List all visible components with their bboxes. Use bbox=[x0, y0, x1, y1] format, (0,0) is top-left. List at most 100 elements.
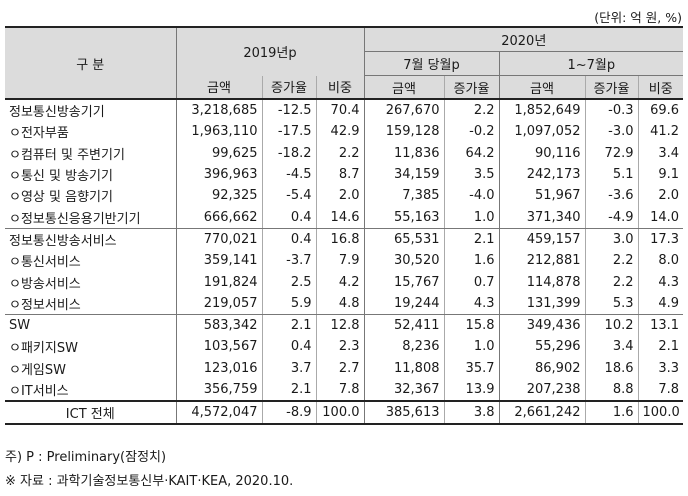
table-row: 정보통신방송서비스 770,021 0.4 16.8 65,531 2.1 459,157 3… bbox=[5, 228, 684, 251]
note-preliminary: 주) P : Preliminary(잠정치) bbox=[5, 450, 167, 465]
cell-growth-2019: -4.5 bbox=[261, 163, 316, 186]
cell-growth-cum: 3.0 bbox=[584, 228, 638, 251]
table-row: ㅇ정보통신응용기반기기 666,662 0.4 14.6 55,163 1.0 371,34… bbox=[5, 206, 684, 229]
cell-share-cum: 14.0 bbox=[637, 206, 684, 229]
cell-growth-cum: 8.8 bbox=[584, 378, 638, 402]
cell-share-2019: 2.0 bbox=[315, 185, 364, 207]
cell-amount-cum: 459,157 bbox=[498, 228, 585, 251]
unit-note: (단위: 억 원, %) bbox=[594, 10, 682, 25]
header-category: 구 분 bbox=[5, 27, 176, 100]
row-label: ㅇ패키지SW bbox=[9, 341, 78, 357]
cell-growth-cum: 72.9 bbox=[584, 142, 638, 164]
cell-growth-cum: 2.2 bbox=[584, 271, 638, 293]
cell-amount-2019: 356,759 bbox=[175, 378, 262, 402]
cell-amount-2019: 92,325 bbox=[175, 185, 262, 207]
table-row: ㅇ통신서비스 359,141 -3.7 7.9 30,520 1.6 212,881 2.2 8… bbox=[5, 250, 684, 272]
cell-amount-2019: 99,625 bbox=[175, 142, 262, 164]
cell-growth-2019: 2.1 bbox=[261, 314, 316, 337]
row-label: SW bbox=[9, 318, 31, 334]
table-row: ㅇ전자부품 1,963,110 -17.5 42.9 159,128 -0.2 1,097,… bbox=[5, 121, 684, 143]
cell-growth-cum: -4.9 bbox=[584, 206, 638, 229]
cell-growth-july: 13.9 bbox=[443, 378, 499, 402]
cell-growth-july: 3.8 bbox=[443, 400, 499, 426]
cell-growth-july: 2.1 bbox=[443, 228, 499, 251]
cell-growth-july: 0.7 bbox=[443, 271, 499, 293]
cell-growth-july: 2.2 bbox=[443, 98, 499, 122]
cell-share-2019: 2.3 bbox=[315, 336, 364, 358]
row-label: ㅇ영상 및 음향기기 bbox=[9, 190, 113, 206]
cell-amount-cum: 1,852,649 bbox=[498, 98, 585, 122]
cell-growth-july: 35.7 bbox=[443, 357, 499, 379]
cell-growth-july: -4.0 bbox=[443, 185, 499, 207]
table-row: 정보통신방송기기 3,218,685 -12.5 70.4 267,670 2.2 1,85… bbox=[5, 98, 684, 122]
cell-growth-cum: 10.2 bbox=[584, 314, 638, 337]
cell-growth-cum: -3.6 bbox=[584, 185, 638, 207]
cell-amount-july: 267,670 bbox=[363, 98, 444, 122]
cell-amount-2019: 4,572,047 bbox=[175, 400, 262, 426]
cell-amount-cum: 86,902 bbox=[498, 357, 585, 379]
cell-share-cum: 2.1 bbox=[637, 336, 684, 358]
cell-amount-july: 55,163 bbox=[363, 206, 444, 229]
cell-growth-2019: 0.4 bbox=[261, 336, 316, 358]
header-2020: 2020년 bbox=[363, 27, 684, 52]
row-label: ㅇ방송서비스 bbox=[9, 276, 81, 292]
cell-amount-cum: 90,116 bbox=[498, 142, 585, 164]
cell-growth-cum: -0.3 bbox=[584, 98, 638, 122]
cell-growth-2019: 2.1 bbox=[261, 378, 316, 402]
cell-share-2019: 4.8 bbox=[315, 292, 364, 315]
cell-amount-cum: 349,436 bbox=[498, 314, 585, 337]
cell-share-cum: 100.0 bbox=[637, 400, 684, 426]
table-row: ㅇIT서비스 356,759 2.1 7.8 32,367 13.9 207,238 8.8 7… bbox=[5, 378, 684, 402]
cell-share-2019: 12.8 bbox=[315, 314, 364, 337]
cell-growth-july: 4.3 bbox=[443, 292, 499, 315]
cell-amount-2019: 219,057 bbox=[175, 292, 262, 315]
cell-share-2019: 16.8 bbox=[315, 228, 364, 251]
cell-growth-cum: 18.6 bbox=[584, 357, 638, 379]
cell-amount-cum: 371,340 bbox=[498, 206, 585, 229]
note-source: ※ 자료 : 과학기술정보통신부·KAIT·KEA, 2020.10. bbox=[5, 474, 294, 489]
row-label: ㅇ정보통신응용기반기기 bbox=[5, 206, 176, 229]
row-label: ㅇ전자부품 bbox=[9, 126, 69, 142]
cell-amount-2019: 191,824 bbox=[175, 271, 262, 293]
cell-growth-2019: 0.4 bbox=[261, 228, 316, 251]
cell-growth-2019: -12.5 bbox=[261, 98, 316, 122]
cell-amount-cum: 131,399 bbox=[498, 292, 585, 315]
cell-amount-2019: 666,662 bbox=[175, 206, 262, 229]
cell-growth-july: 3.5 bbox=[443, 163, 499, 186]
cell-amount-cum: 51,967 bbox=[498, 185, 585, 207]
cell-amount-july: 8,236 bbox=[363, 336, 444, 358]
cell-amount-2019: 1,963,110 bbox=[175, 121, 262, 143]
cell-amount-july: 34,159 bbox=[363, 163, 444, 186]
cell-share-2019: 7.9 bbox=[315, 250, 364, 272]
cell-growth-2019: -8.9 bbox=[261, 400, 316, 426]
cell-share-cum: 13.1 bbox=[637, 314, 684, 337]
header-jan-jul: 1~7월p bbox=[498, 51, 684, 76]
cell-amount-cum: 1,097,052 bbox=[498, 121, 585, 143]
row-label: ㅇ게임SW bbox=[9, 362, 66, 378]
cell-share-2019: 14.6 bbox=[315, 206, 364, 229]
header-growth-july: 증가율 bbox=[443, 75, 499, 99]
table-row: SW 583,342 2.1 12.8 52,411 15.8 349,436 10.2 13.… bbox=[5, 314, 684, 337]
cell-amount-cum: 2,661,242 bbox=[498, 400, 585, 426]
cell-amount-cum: 242,173 bbox=[498, 163, 585, 186]
cell-share-cum: 4.3 bbox=[637, 271, 684, 293]
cell-share-cum: 9.1 bbox=[637, 163, 684, 186]
ict-production-table: 구 분 2019년p 2020년 7월 당월p 1~7월p 금액 증가율 비중 … bbox=[5, 26, 684, 426]
table-row: ㅇ게임SW 123,016 3.7 2.7 11,808 35.7 86,902 18.6 3.… bbox=[5, 357, 684, 379]
cell-amount-2019: 359,141 bbox=[175, 250, 262, 272]
cell-growth-july: 1.6 bbox=[443, 250, 499, 272]
cell-amount-2019: 396,963 bbox=[175, 163, 262, 186]
table-row: ㅇ컴퓨터 및 주변기기 99,625 -18.2 2.2 11,836 64.2 90,11… bbox=[5, 142, 684, 164]
cell-share-2019: 4.2 bbox=[315, 271, 364, 293]
cell-amount-july: 19,244 bbox=[363, 292, 444, 315]
cell-share-2019: 100.0 bbox=[315, 400, 364, 426]
cell-growth-cum: 5.1 bbox=[584, 163, 638, 186]
cell-growth-2019: 3.7 bbox=[261, 357, 316, 379]
cell-share-2019: 8.7 bbox=[315, 163, 364, 186]
cell-share-cum: 3.3 bbox=[637, 357, 684, 379]
cell-growth-2019: -3.7 bbox=[261, 250, 316, 272]
cell-growth-july: 1.0 bbox=[443, 206, 499, 229]
row-label: ㅇ컴퓨터 및 주변기기 bbox=[9, 147, 125, 163]
cell-amount-july: 30,520 bbox=[363, 250, 444, 272]
header-share-2019: 비중 bbox=[315, 75, 364, 99]
